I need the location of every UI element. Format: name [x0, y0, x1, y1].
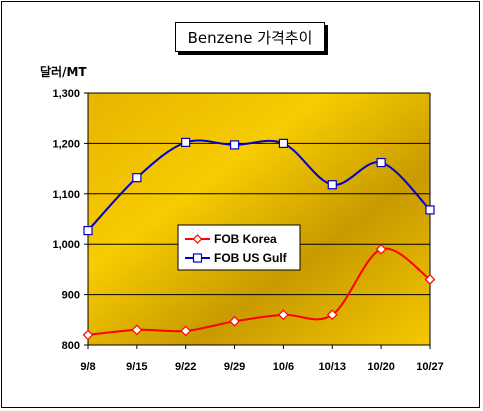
data-point-fob-korea — [375, 243, 387, 255]
data-point-fob-korea — [82, 329, 94, 341]
data-point-fob-us-gulf — [181, 137, 191, 147]
y-tick-label: 1,100 — [52, 189, 80, 201]
axes — [87, 93, 431, 349]
data-point-fob-us-gulf — [229, 140, 240, 150]
legend-marker-diamond — [192, 234, 203, 244]
y-tick-label: 900 — [62, 290, 80, 302]
data-point-fob-korea — [278, 309, 289, 321]
x-tick-label: 10/20 — [367, 361, 395, 373]
y-tick-labels: 800 900 1,000 1,100 1,200 1,300 — [52, 88, 80, 352]
y-tick-label: 1,300 — [52, 88, 80, 100]
data-point-fob-korea — [131, 324, 143, 336]
x-tick-label: 9/8 — [80, 361, 95, 373]
data-point-fob-us-gulf — [376, 157, 386, 168]
x-tick-labels: 9/8 9/15 9/22 9/29 10/6 10/13 10/20 10/27 — [80, 361, 443, 373]
data-point-fob-us-gulf — [425, 205, 435, 215]
data-point-fob-korea — [229, 315, 240, 327]
x-tick-label: 10/13 — [319, 361, 347, 373]
y-tick-label: 1,000 — [52, 239, 80, 251]
data-point-fob-korea — [180, 325, 192, 337]
y-axis-unit-label: 달러/MT — [40, 65, 87, 79]
data-point-fob-us-gulf — [327, 180, 337, 190]
plot-area — [88, 93, 430, 345]
x-tick-label: 9/29 — [224, 361, 245, 373]
y-tick-label: 1,200 — [52, 138, 80, 150]
series-markers — [82, 137, 436, 341]
data-point-fob-us-gulf — [278, 138, 289, 148]
legend: FOB Korea FOB US Gulf — [177, 224, 301, 271]
y-tick-label: 800 — [62, 340, 80, 352]
x-tick-label: 10/27 — [416, 361, 444, 373]
x-tick-label: 9/15 — [126, 361, 147, 373]
legend-marker-square — [192, 253, 203, 263]
legend-label-fob-us-gulf: FOB US Gulf — [214, 251, 288, 265]
data-point-fob-korea — [424, 274, 436, 285]
legend-label-fob-korea: FOB Korea — [214, 232, 277, 246]
chart-title: Benzene 가격추이 — [175, 22, 325, 52]
x-tick-label: 10/6 — [273, 361, 294, 373]
x-tick-label: 9/22 — [175, 361, 196, 373]
data-point-fob-us-gulf — [132, 173, 142, 183]
data-point-fob-us-gulf — [83, 225, 93, 236]
data-point-fob-korea — [326, 309, 338, 321]
